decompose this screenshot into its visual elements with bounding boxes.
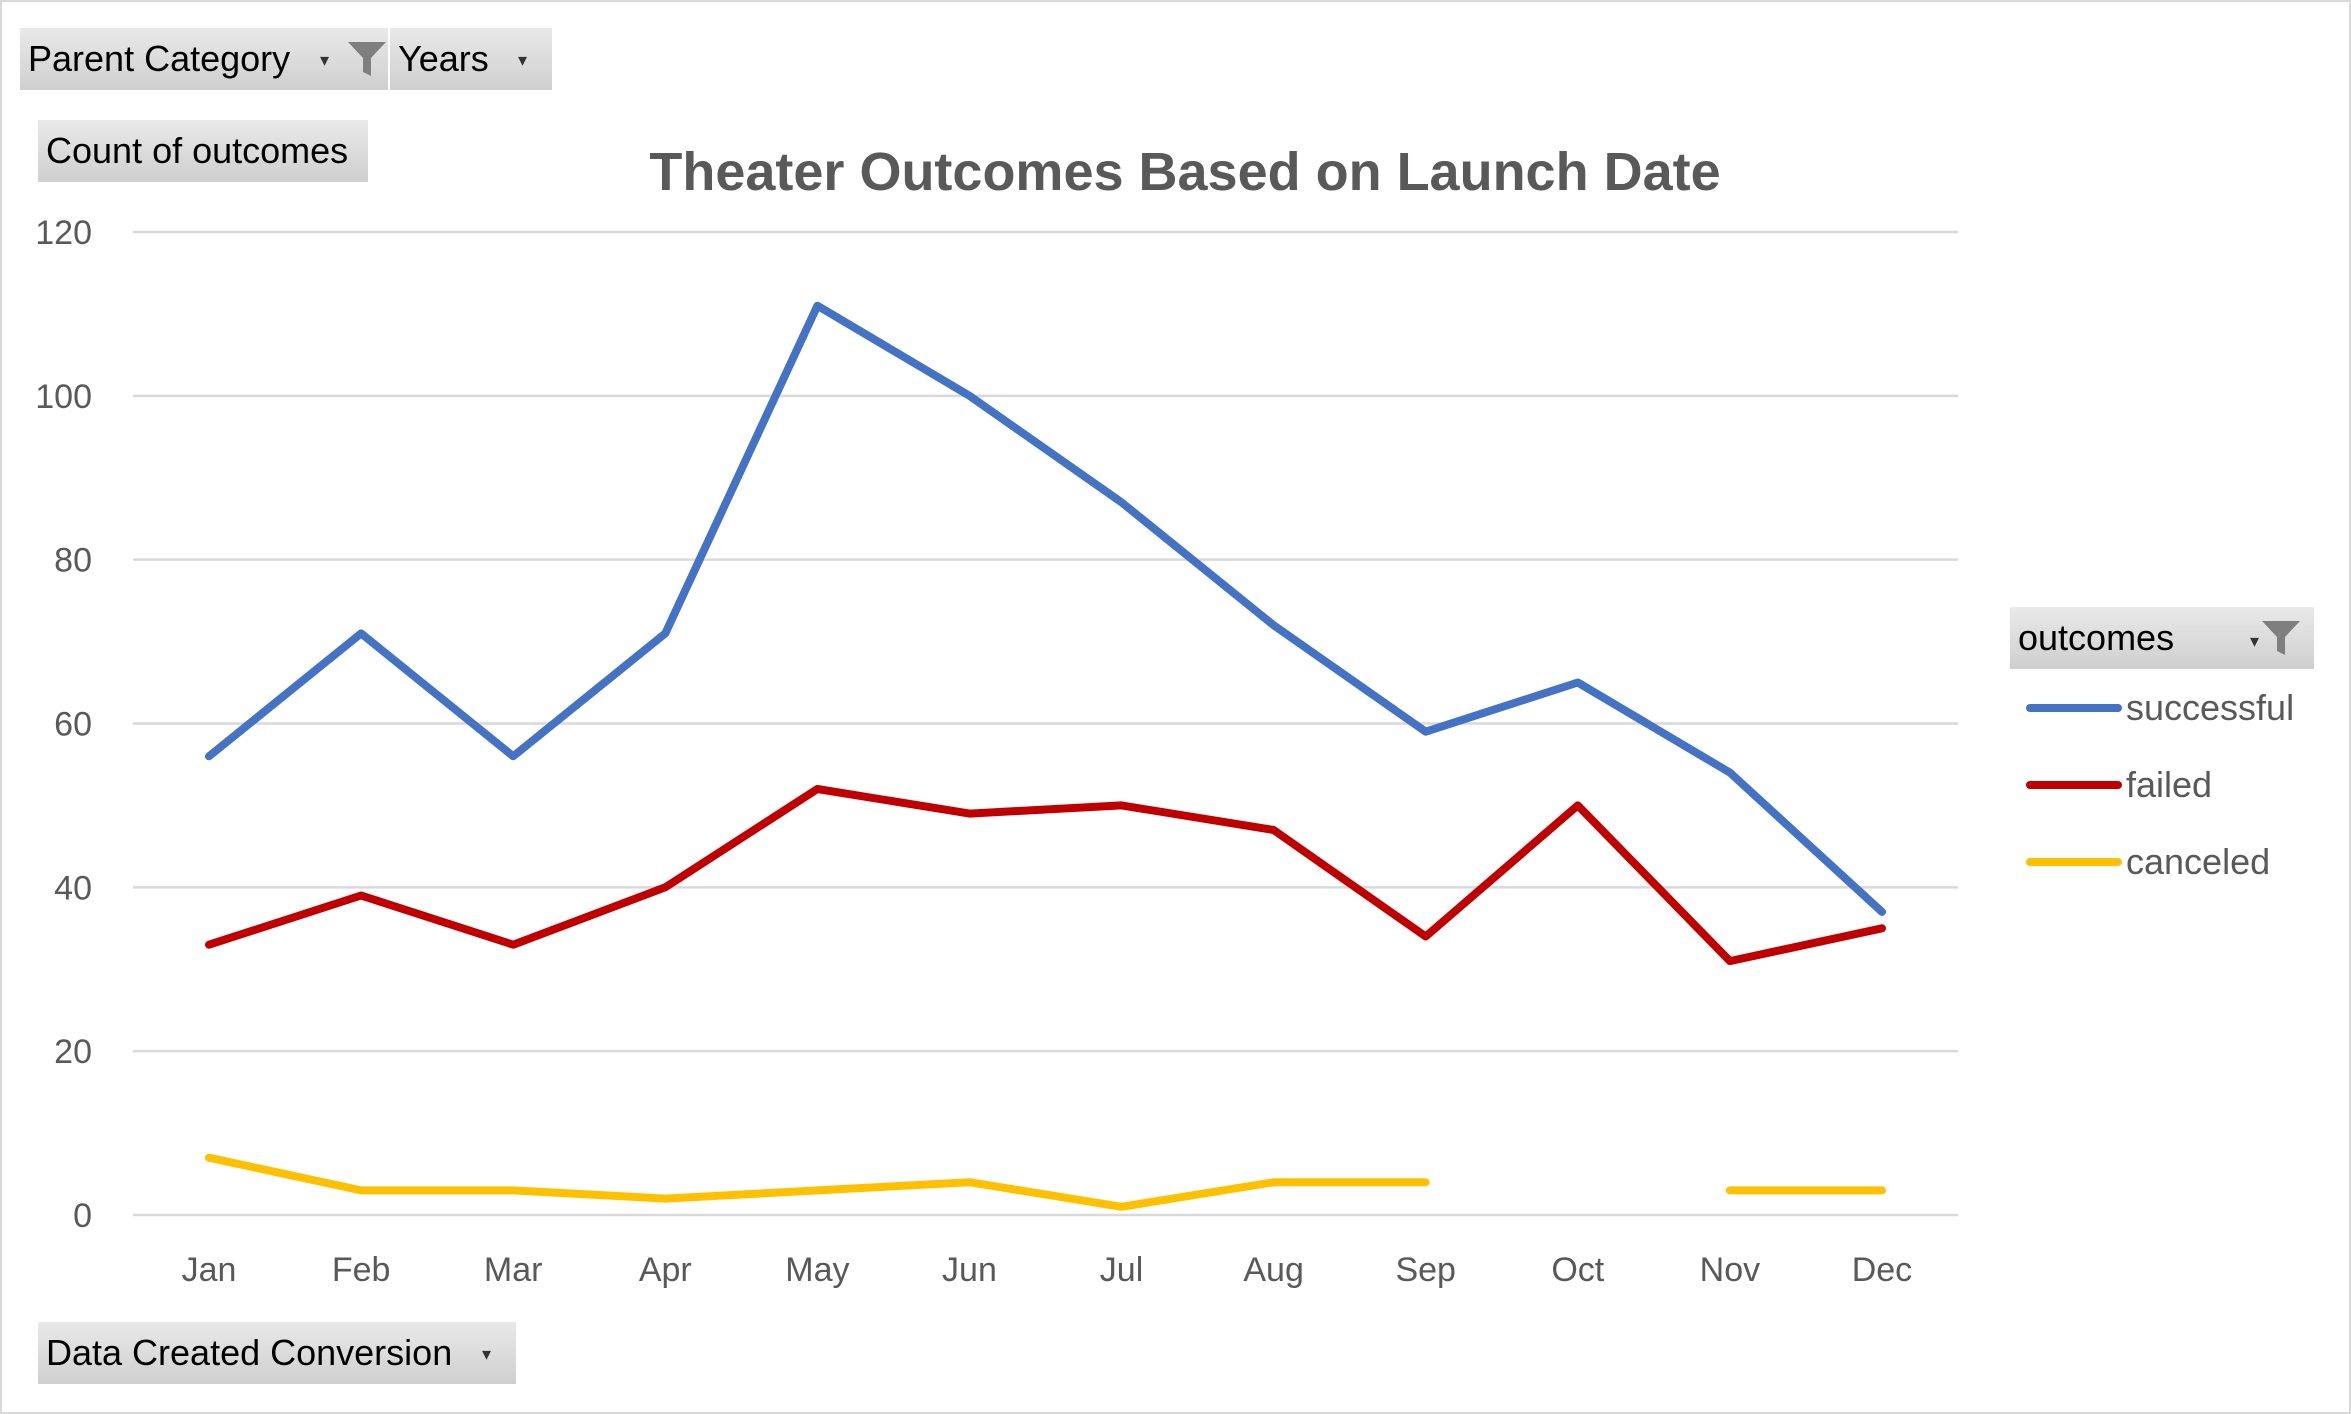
chevron-down-icon[interactable]: ▾ [482,1344,492,1364]
series-line-canceled [205,1153,1886,1211]
x-tick-label: May [785,1251,849,1289]
y-tick-label: 120 [35,214,92,252]
count-of-outcomes-field-button[interactable]: Count of outcomes [38,120,370,182]
chevron-down-icon[interactable]: ▾ [518,50,528,70]
data-created-conversion-filter-button[interactable]: Data Created Conversion ▾ [38,1322,518,1384]
x-tick-label: Feb [332,1251,391,1289]
x-tick-label: Dec [1852,1251,1912,1289]
legend-label-successful: successful [2126,687,2294,728]
legend-label-failed: failed [2126,764,2212,805]
years-label: Years [398,38,489,79]
y-tick-label: 40 [54,869,92,907]
x-tick-label: Oct [1551,1251,1604,1289]
y-tick-label: 60 [54,706,92,744]
x-tick-label: Jul [1100,1251,1143,1289]
x-tick-label: Sep [1395,1251,1456,1289]
filter-funnel-icon[interactable] [346,38,388,89]
legend-label-canceled: canceled [2126,841,2270,882]
y-tick-label: 100 [35,378,92,416]
x-tick-label: Apr [639,1251,692,1289]
x-tick-label: Aug [1243,1251,1304,1289]
years-filter-button[interactable]: Years ▾ [390,28,554,90]
outcomes-legend-field-button[interactable]: outcomes ▾ [2010,607,2316,669]
y-tick-label: 0 [73,1197,92,1235]
count-of-outcomes-label: Count of outcomes [46,130,349,171]
parent-category-filter-button[interactable]: Parent Category ▾ [20,28,390,90]
y-tick-label: 20 [54,1033,92,1071]
x-tick-label: Mar [484,1251,543,1289]
series-lines [205,301,1886,1211]
series-line-successful [205,301,1886,916]
y-axis-ticks: 0 20 40 60 80 100 120 [35,214,92,1235]
series-line-failed [205,785,1886,966]
gridlines [133,230,1958,1217]
x-tick-label: Nov [1700,1251,1760,1289]
x-axis-ticks: Jan Feb Mar Apr May Jun Jul Aug Sep Oct Nov Dec [182,1251,1913,1289]
legend: successful failed canceled [2026,687,2294,882]
x-tick-label: Jan [182,1251,237,1289]
y-tick-label: 80 [54,542,92,580]
chart-title: Theater Outcomes Based on Launch Date [649,142,1720,202]
parent-category-label: Parent Category [28,38,291,79]
chevron-down-icon[interactable]: ▾ [320,50,330,70]
chevron-down-icon[interactable]: ▾ [2250,631,2260,651]
data-created-conversion-label: Data Created Conversion [46,1332,453,1373]
filter-funnel-icon[interactable] [2260,617,2302,668]
outcomes-field-label: outcomes [2018,617,2175,658]
x-tick-label: Jun [942,1251,997,1289]
